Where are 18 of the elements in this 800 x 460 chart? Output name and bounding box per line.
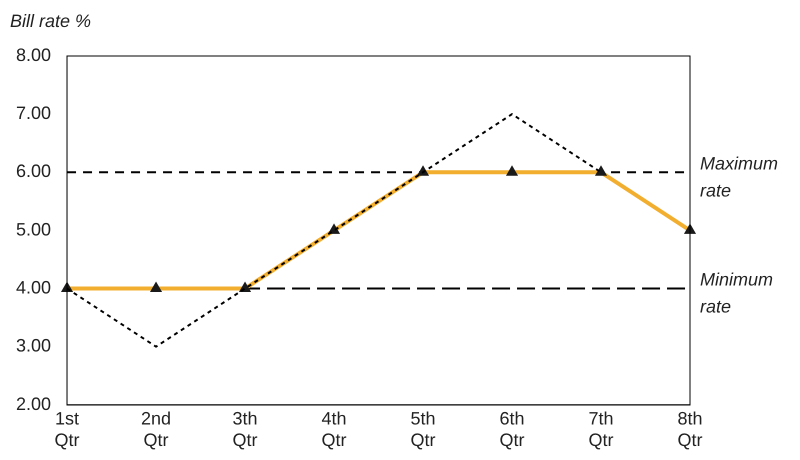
x-tick-label: 5th Qtr xyxy=(410,408,436,450)
x-tick-label: 4th Qtr xyxy=(322,408,347,450)
x-tick-label: 7th Qtr xyxy=(588,408,614,450)
x-tick-label: 6th Qtr xyxy=(499,408,525,450)
y-tick-label: 5.00 xyxy=(16,219,52,240)
ref-line-label: Minimum rate xyxy=(700,270,774,317)
y-tick-label: 4.00 xyxy=(16,278,52,298)
x-tick-label: 8th Qtr xyxy=(677,408,703,450)
y-tick-label: 3.00 xyxy=(16,336,52,356)
y-axis-title: Bill rate % xyxy=(10,11,92,31)
x-tick-label: 1st Qtr xyxy=(54,408,80,450)
y-tick-label: 6.00 xyxy=(16,161,52,182)
ref-line-label: Maximum rate xyxy=(700,153,778,200)
y-tick-label: 7.00 xyxy=(16,103,52,124)
x-tick-label: 3th Qtr xyxy=(232,408,258,450)
x-tick-label: 2nd Qtr xyxy=(141,408,172,450)
y-tick-label: 2.00 xyxy=(16,394,52,414)
y-tick-label: 8.00 xyxy=(16,44,52,65)
